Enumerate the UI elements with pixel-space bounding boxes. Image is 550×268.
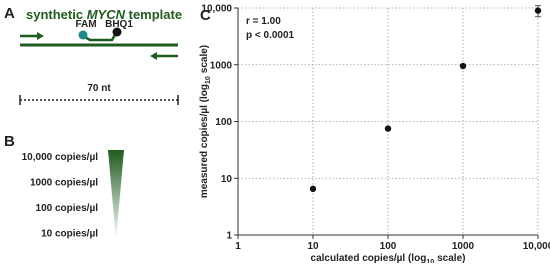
x-tick-label: 1000 (452, 241, 475, 252)
level-label: 100 copies/µl (36, 203, 99, 214)
probe-label: FAM (75, 19, 96, 30)
label-part: scale) (437, 253, 465, 263)
label-part: measured copies/µl (log (199, 84, 210, 198)
template-title: synthetic MYCN template (26, 7, 182, 22)
label-subscript: 10 (426, 259, 434, 263)
x-axis-label: calculated copies/µl (log10 scale) (311, 253, 466, 263)
label-part: scale) (199, 45, 210, 73)
annotation: r = 1.00 (246, 16, 281, 27)
chart: C 1 10 100 1000 10,000 1 10 100 1000 10,000 calcula… (199, 4, 550, 267)
length-label: 70 nt (87, 83, 111, 94)
point (459, 62, 467, 70)
panel-label: A (4, 5, 15, 22)
x-tick-label: 10,000 (523, 241, 550, 252)
level-label: 10 copies/µl (41, 229, 98, 240)
level-label: 1000 copies/µl (30, 178, 98, 189)
dilution-triangle (108, 150, 124, 240)
point (384, 125, 392, 132)
probe-label: BHQ1 (105, 19, 133, 30)
label-subscript: 10 (205, 76, 212, 84)
x-tick-label: 1 (235, 241, 241, 252)
level-label: 10,000 copies/µl (22, 152, 99, 163)
label-part: calculated copies/µl (log (311, 253, 427, 263)
arrow-head (150, 52, 157, 60)
panel-label: B (4, 133, 15, 150)
quencher (112, 27, 122, 37)
fam-dye (78, 30, 88, 40)
levels: 10,000 copies/µl 1000 copies/µl 100 copies… (22, 152, 99, 240)
x-tick-label: 10 (307, 241, 319, 252)
y-tick-label: 100 (215, 117, 232, 128)
point (534, 7, 542, 14)
point (309, 185, 317, 193)
y-axis-label: measured copies/µl (log10 scale) (199, 45, 212, 198)
y-tick-label: 10,000 (201, 4, 232, 15)
arrow-head (37, 32, 44, 40)
y-tick-label: 1 (226, 231, 232, 242)
x-tick-label: 100 (380, 241, 397, 252)
y-tick-label: 1000 (210, 60, 233, 71)
annotation: p < 0.0001 (246, 30, 295, 41)
probe (82, 32, 118, 42)
y-tick-label: 10 (221, 174, 233, 185)
panel-label: C (200, 7, 211, 24)
